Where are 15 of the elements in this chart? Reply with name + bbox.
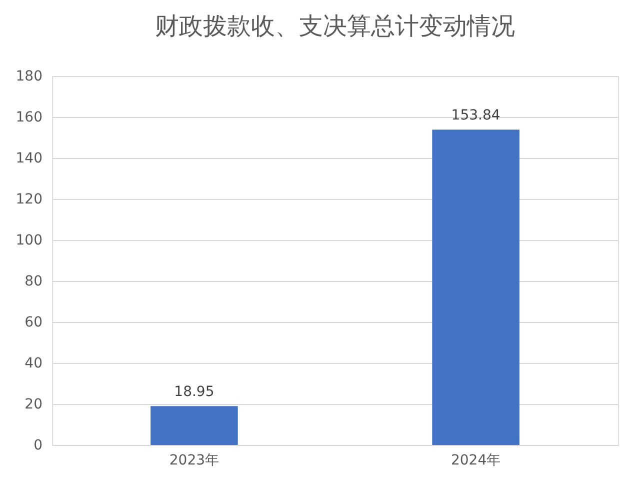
chart-title: 财政拨款收、支决算总计变动情况 <box>155 12 515 40</box>
data-label: 153.84 <box>451 108 500 124</box>
y-tick-label: 160 <box>16 110 42 126</box>
x-tick-label: 2024年 <box>450 452 501 468</box>
y-tick-label: 60 <box>24 314 42 330</box>
y-tick-label: 0 <box>34 438 42 454</box>
y-tick-label: 80 <box>24 274 42 290</box>
y-tick-label: 180 <box>16 68 42 84</box>
y-tick-label: 120 <box>16 192 42 208</box>
x-tick-label: 2023年 <box>169 452 220 468</box>
y-tick-label: 140 <box>16 150 42 166</box>
data-label: 18.95 <box>174 384 214 400</box>
y-tick-label: 40 <box>24 356 42 372</box>
y-tick-label: 100 <box>16 232 42 248</box>
y-tick-label: 20 <box>24 396 42 412</box>
